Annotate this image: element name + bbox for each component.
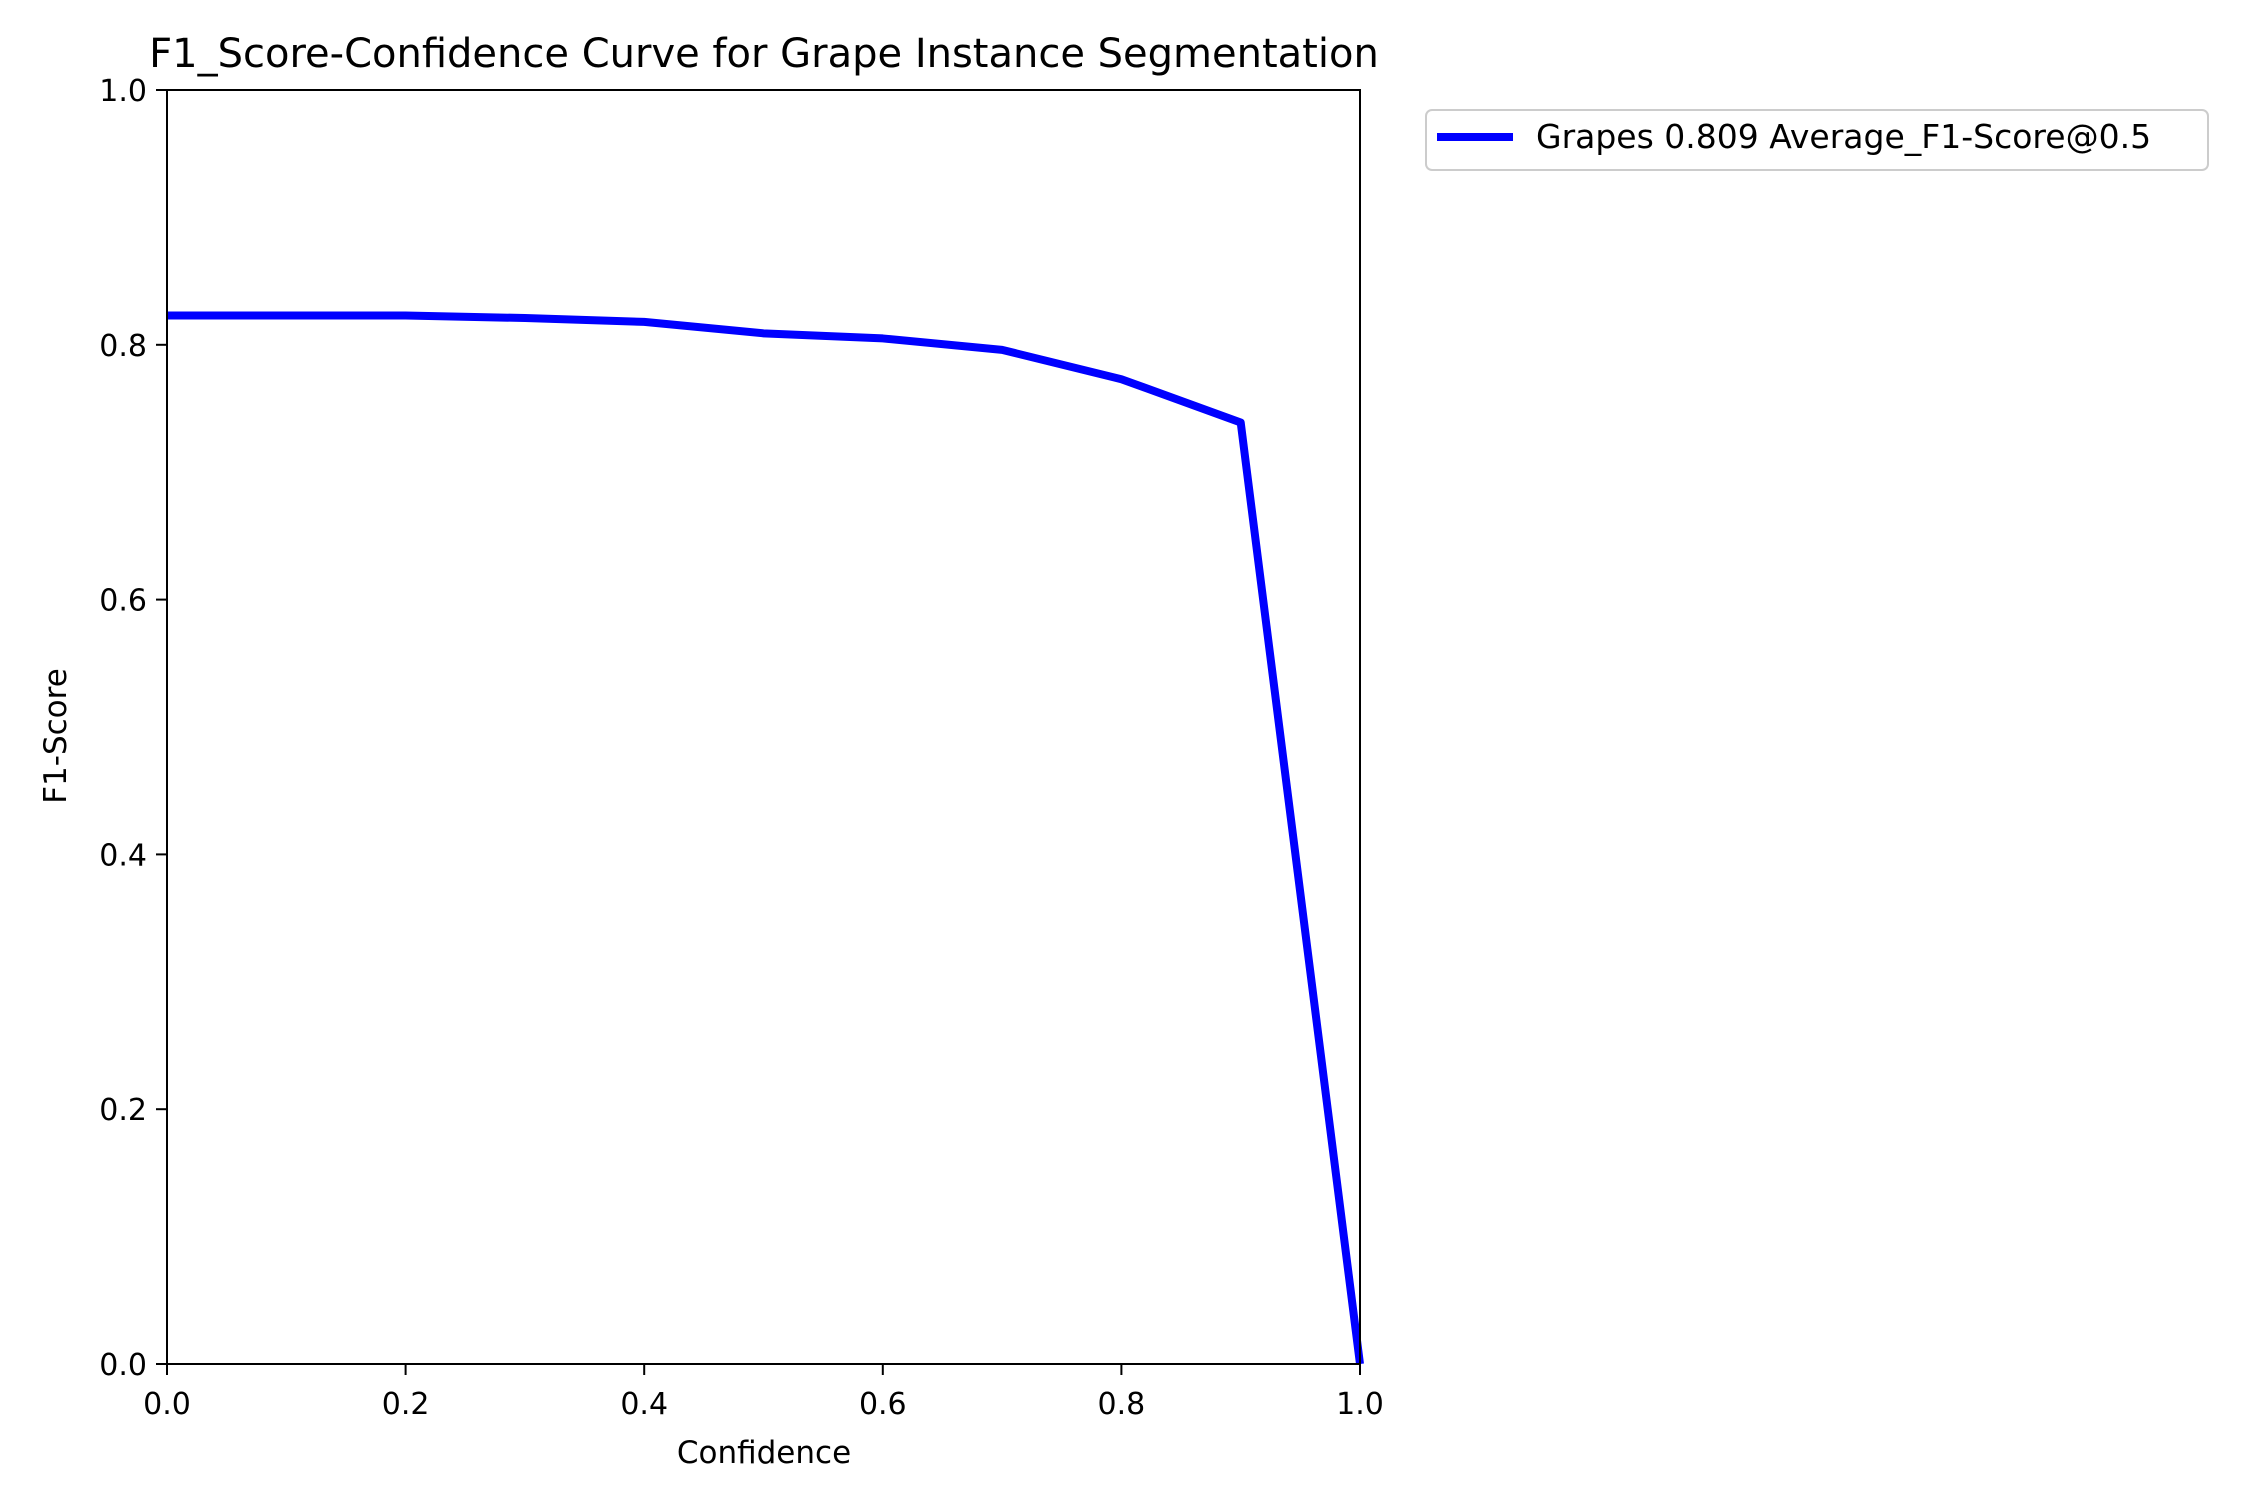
y-tick-label: 0.0 [99, 1348, 147, 1383]
axes-frame [166, 89, 1361, 1365]
y-axis-ticks: 0.0 0.2 0.4 0.6 0.8 1.0 [99, 74, 167, 1383]
y-tick-label: 1.0 [99, 74, 147, 109]
series-line-grapes [167, 311, 1364, 1365]
chart-title: F1_Score-Confidence Curve for Grape Inst… [149, 31, 1379, 77]
legend-frame [1425, 109, 2209, 171]
x-axis-label: Confidence [677, 1435, 851, 1471]
x-tick-label: 0.2 [382, 1387, 430, 1422]
plot-area [166, 89, 1364, 1365]
x-tick-label: 0.0 [143, 1387, 191, 1422]
x-tick-label: 0.8 [1098, 1387, 1146, 1422]
y-tick-label: 0.6 [99, 584, 147, 619]
y-tick-label: 0.2 [99, 1093, 147, 1128]
x-tick-label: 0.6 [859, 1387, 907, 1422]
x-tick-label: 1.0 [1336, 1387, 1384, 1422]
legend-label-grapes: Grapes 0.809 Average_F1-Score@0.5 [1536, 117, 2151, 156]
x-axis-ticks: 0.0 0.2 0.4 0.6 0.8 1.0 [143, 1364, 1384, 1422]
y-tick-label: 0.4 [99, 838, 147, 873]
x-tick-label: 0.4 [620, 1387, 668, 1422]
legend: Grapes 0.809 Average_F1-Score@0.5 [1425, 109, 2209, 171]
y-tick-label: 0.8 [99, 329, 147, 364]
y-axis-label: F1-Score [38, 668, 74, 804]
